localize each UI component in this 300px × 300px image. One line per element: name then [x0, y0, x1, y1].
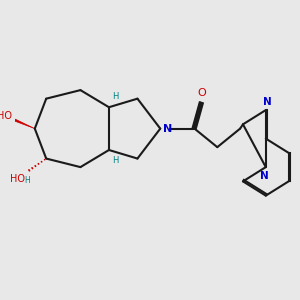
Text: HO: HO — [10, 174, 25, 184]
Text: H: H — [112, 92, 119, 101]
Text: H: H — [112, 156, 119, 165]
Polygon shape — [14, 119, 35, 129]
Text: N: N — [263, 97, 272, 107]
Text: H: H — [24, 176, 30, 185]
Text: HO: HO — [0, 111, 12, 121]
Text: O: O — [198, 88, 207, 98]
Text: N: N — [163, 124, 172, 134]
Text: N: N — [260, 171, 269, 182]
